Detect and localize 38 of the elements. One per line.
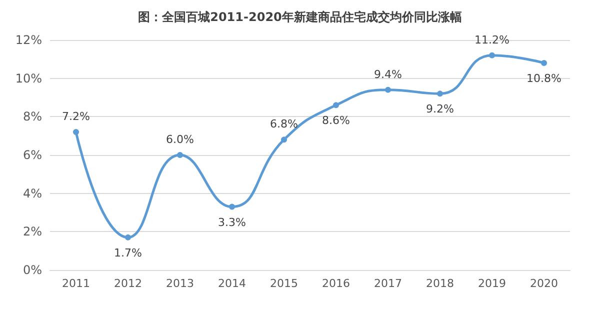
x-tick-label: 2016 [322,277,350,290]
y-tick-label: 4% [22,186,42,200]
y-tick-label: 6% [22,148,42,162]
point [177,152,183,158]
data-label: 8.6% [322,114,350,128]
x-tick-label: 2018 [426,277,454,290]
data-label: 6.0% [166,133,194,146]
data-label: 7.2% [62,110,90,123]
data-label: 9.2% [426,102,454,116]
x-tick-label: 2017 [374,277,402,290]
y-tick-label: 10% [15,71,42,86]
chart-title: 图：全国百城2011-2020年新建商品住宅成交均价同比涨幅 [138,10,462,24]
data-label: 11.2% [474,33,510,46]
y-tick-label: 8% [22,110,42,124]
point [125,234,131,240]
point [437,90,443,97]
y-tick-label: 12% [15,33,42,47]
data-label: 10.8% [526,72,562,85]
data-label: 1.7% [114,246,142,260]
data-label: 6.8% [270,118,298,131]
x-tick-label: 2011 [62,277,90,290]
point [73,129,79,135]
x-tick-label: 2014 [218,277,246,290]
point [385,86,391,93]
y-tick-label: 2% [22,224,42,239]
x-tick-label: 2013 [166,277,194,290]
x-tick-label: 2020 [530,277,558,290]
point [541,60,547,66]
x-tick-label: 2019 [478,277,506,290]
x-tick-label: 2012 [114,277,142,290]
point [281,136,287,143]
point [489,52,495,58]
x-tick-label: 2015 [270,277,298,290]
point [333,102,339,108]
data-label: 3.3% [218,216,246,229]
data-label: 9.4% [374,68,402,81]
point [229,204,235,210]
y-tick-label: 0% [22,263,42,277]
